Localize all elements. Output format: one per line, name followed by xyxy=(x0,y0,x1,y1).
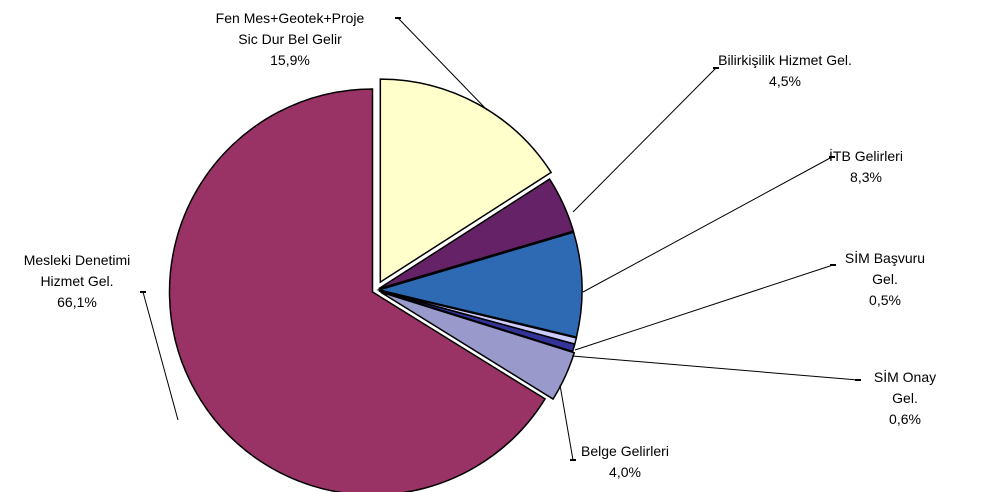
category-label: Bilirkişilik Hizmet Gel. xyxy=(718,52,852,68)
pie-slice xyxy=(380,291,576,401)
slice-label: Fen Mes+Geotek+Proje Sic Dur Bel Gelir 15… xyxy=(216,8,365,71)
leader-line xyxy=(142,291,179,421)
slice-label: SİM Başvuru Gel. 0,5% xyxy=(832,248,939,311)
value-label: 15,9% xyxy=(270,52,310,68)
category-label: SİM Başvuru Gel. xyxy=(844,250,926,287)
leader-line xyxy=(572,67,717,213)
value-label: 0,6% xyxy=(889,411,921,427)
slice-label: Belge Gelirleri 4,0% xyxy=(581,441,669,483)
leader-line xyxy=(397,17,488,111)
slice-label: İTB Gelirleri 8,3% xyxy=(829,146,903,188)
value-label: 8,3% xyxy=(850,169,882,185)
leader-line xyxy=(574,264,834,351)
pie-slice xyxy=(378,178,575,290)
slice-label: SİM Onay Gel. 0,6% xyxy=(862,367,949,430)
value-label: 0,5% xyxy=(869,292,901,308)
leader-line xyxy=(559,384,574,461)
pie-slice xyxy=(379,78,553,284)
category-label: Belge Gelirleri xyxy=(581,443,669,459)
category-label: Fen Mes+Geotek+Proje Sic Dur Bel Gelir xyxy=(215,10,365,47)
value-label: 4,0% xyxy=(609,464,641,480)
category-label: İTB Gelirleri xyxy=(829,148,903,164)
category-label: SİM Onay Gel. xyxy=(873,369,937,406)
slice-label: Mesleki Denetimi Hizmet Gel. 66,1% xyxy=(24,250,131,313)
pie-slice xyxy=(376,231,583,338)
category-label: Mesleki Denetimi Hizmet Gel. xyxy=(23,252,131,289)
leader-line xyxy=(582,156,833,293)
value-label: 66,1% xyxy=(57,294,97,310)
pie-slice xyxy=(168,88,547,492)
leader-line xyxy=(571,355,859,381)
slice-label: Bilirkişilik Hizmet Gel. 4,5% xyxy=(718,50,852,92)
value-label: 4,5% xyxy=(769,73,801,89)
